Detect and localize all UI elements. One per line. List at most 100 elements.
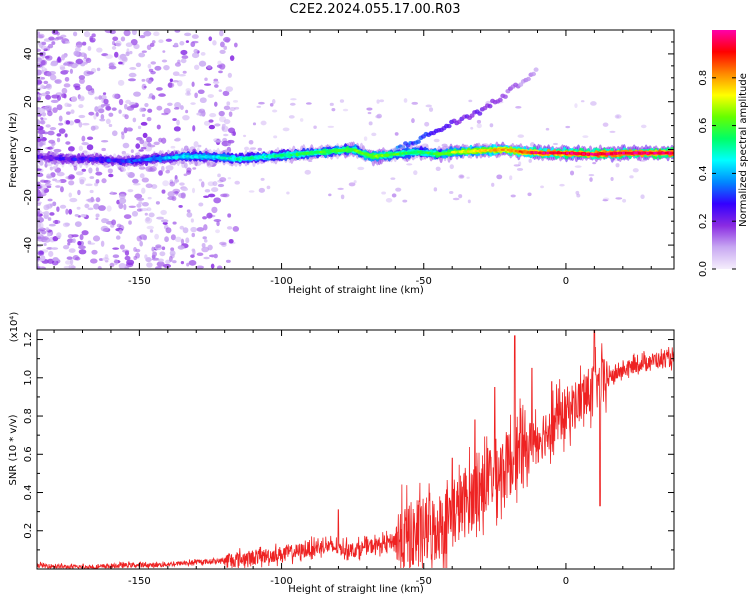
heatmap-noise-cell [381,191,387,195]
heatmap-noise-cell [153,141,160,146]
heatmap-noise-cell [37,236,42,240]
heatmap-noise-cell [390,177,396,180]
heatmap-noise-cell [39,138,46,142]
heatmap-noise-cell [517,134,525,138]
heatmap-noise-cell [105,118,111,125]
heatmap-noise-cell [122,142,130,149]
heatmap-noise-cell [271,109,278,113]
heatmap-noise-cell [37,119,41,125]
colorbar: 0.0 0.2 0.4 0.6 0.8 Normalized spectral ampl… [698,30,749,277]
spectrogram-x-label: Height of straight line (km) [288,285,424,296]
heatmap-noise-cell [223,45,228,50]
heatmap-noise-cell [206,212,213,219]
y-tick-label: -40 [23,237,34,253]
heatmap-noise-cell [172,260,177,264]
heatmap-noise-cell [150,70,156,75]
heatmap-noise-cell [198,60,207,67]
heatmap-noise-cell [112,36,119,42]
heatmap-noise-cell [218,110,225,117]
heatmap-noise-cell [165,165,174,171]
heatmap-noise-cell [85,85,93,91]
heatmap-noise-cell [304,169,311,175]
heatmap-noise-cell [81,230,89,236]
heatmap-hotspot [586,152,590,156]
heatmap-noise-cell [161,189,166,194]
heatmap-noise-cell [376,113,382,119]
heatmap-noise-cell [80,214,87,218]
heatmap-noise-cell [138,201,143,205]
heatmap-noise-cell [184,32,192,37]
heatmap-noise-cell [46,258,55,264]
heatmap-noise-cell [46,175,53,179]
heatmap-noise-cell [545,127,550,131]
heatmap-noise-cell [129,50,133,55]
heatmap-hotspot [590,152,594,156]
heatmap-noise-cell [167,82,173,88]
heatmap-noise-cell [602,122,609,127]
y-tick-label: 0.4 [23,485,34,501]
heatmap-noise-cell [60,34,67,38]
heatmap-noise-cell [74,213,79,217]
x-tick-label: -100 [270,576,293,587]
heatmap-noise-cell [202,236,207,240]
heatmap-noise-cell [615,197,623,200]
heatmap-noise-cell [179,182,185,186]
heatmap-noise-cell [119,197,127,204]
heatmap-noise-cell [395,187,402,192]
heatmap-noise-cell [56,104,63,111]
heatmap-noise-cell [406,163,413,166]
heatmap-noise-cell [156,124,161,130]
heatmap-noise-cell [196,227,205,232]
heatmap-noise-cell [101,53,109,57]
heatmap-noise-cell [37,168,42,171]
heatmap-noise-cell [185,40,190,43]
heatmap-cell [469,113,475,118]
heatmap-noise-cell [123,214,132,219]
heatmap-noise-cell [37,216,41,219]
heatmap-noise-cell [216,64,223,68]
heatmap-noise-cell [565,125,571,129]
heatmap-noise-cell [470,126,474,130]
heatmap-noise-cell [174,236,182,243]
heatmap-noise-cell [197,144,202,148]
heatmap-noise-cell [368,121,373,126]
heatmap-noise-cell [173,42,179,47]
heatmap-noise-cell [78,114,86,119]
heatmap-noise-cell [158,137,163,143]
heatmap-noise-cell [95,179,100,184]
heatmap-noise-cell [105,106,112,111]
heatmap-hotspot [570,152,574,155]
heatmap-noise-cell [125,42,133,48]
heatmap-noise-cell [353,180,357,184]
heatmap-noise-cell [37,69,42,76]
heatmap-noise-cell [64,40,71,44]
heatmap-noise-cell [200,181,205,188]
heatmap-noise-cell [136,203,142,208]
heatmap-noise-cell [540,185,544,189]
heatmap-noise-cell [337,187,344,190]
heatmap-noise-cell [47,110,53,117]
heatmap-noise-cell [139,173,145,179]
heatmap-noise-cell [131,30,137,36]
heatmap-noise-cell [219,49,226,54]
heatmap-cell [502,94,508,99]
heatmap-noise-cell [135,62,142,68]
heatmap-noise-cell [640,124,647,129]
heatmap-noise-cell [124,103,128,110]
colorbar-label: Normalized spectral amplitude [738,73,749,227]
heatmap-noise-cell [156,105,163,111]
heatmap-noise-cell [79,234,84,241]
heatmap-noise-cell [288,115,295,119]
heatmap-noise-cell [127,78,136,82]
heatmap-noise-cell [93,113,97,120]
heatmap-noise-cell [491,182,495,187]
heatmap-noise-cell [204,77,208,82]
heatmap-noise-cell [37,263,40,267]
heatmap-noise-cell [118,54,126,61]
heatmap-noise-cell [188,260,197,266]
heatmap-noise-cell [137,125,142,130]
heatmap-noise-cell [133,91,141,97]
heatmap-noise-cell [138,52,146,58]
heatmap-noise-cell [513,164,520,167]
heatmap-noise-cell [181,55,189,60]
